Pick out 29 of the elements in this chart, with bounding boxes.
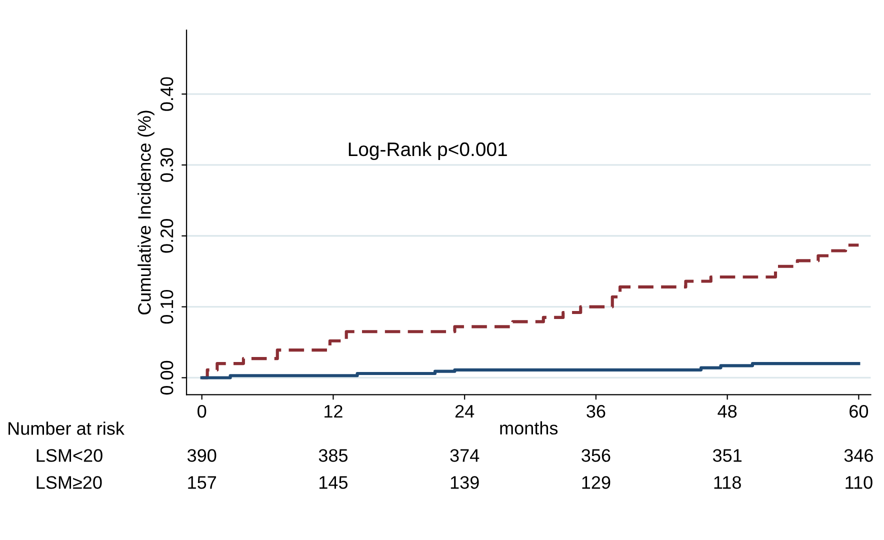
x-axis-title: months bbox=[500, 421, 558, 435]
text: 118 bbox=[714, 476, 741, 489]
text: 374 bbox=[450, 449, 480, 462]
x-tick-label: 24 bbox=[455, 404, 474, 418]
x-tick-label: 0 bbox=[198, 404, 206, 418]
y-tick-label: 0.40 bbox=[160, 77, 174, 111]
text: LSM≥20 bbox=[36, 476, 102, 489]
text: 346 bbox=[844, 449, 873, 462]
text: 157 bbox=[188, 476, 216, 489]
y-tick-label: 0.00 bbox=[160, 360, 174, 395]
text: Number at risk bbox=[8, 422, 124, 435]
text: 351 bbox=[712, 449, 742, 462]
y-axis-title: Cumulative Incidence (%) bbox=[138, 110, 154, 314]
text: 129 bbox=[582, 476, 610, 489]
text: LSM<20 bbox=[36, 449, 102, 462]
text: 356 bbox=[582, 449, 610, 462]
y-tick-label: 0.20 bbox=[160, 219, 174, 253]
x-tick-label: 12 bbox=[324, 404, 342, 418]
text: 110 bbox=[846, 476, 872, 489]
x-tick-label: 60 bbox=[850, 404, 868, 418]
annotation: Log-Rank p<0.001 bbox=[348, 142, 507, 160]
y-tick-label: 0.30 bbox=[160, 148, 174, 182]
text: 145 bbox=[320, 476, 348, 489]
x-tick-label: 48 bbox=[718, 404, 737, 418]
text: 385 bbox=[318, 449, 348, 462]
text: 139 bbox=[450, 476, 479, 489]
x-tick-label: 36 bbox=[586, 404, 606, 418]
text: 390 bbox=[187, 449, 216, 462]
y-tick-label: 0.10 bbox=[160, 290, 174, 324]
